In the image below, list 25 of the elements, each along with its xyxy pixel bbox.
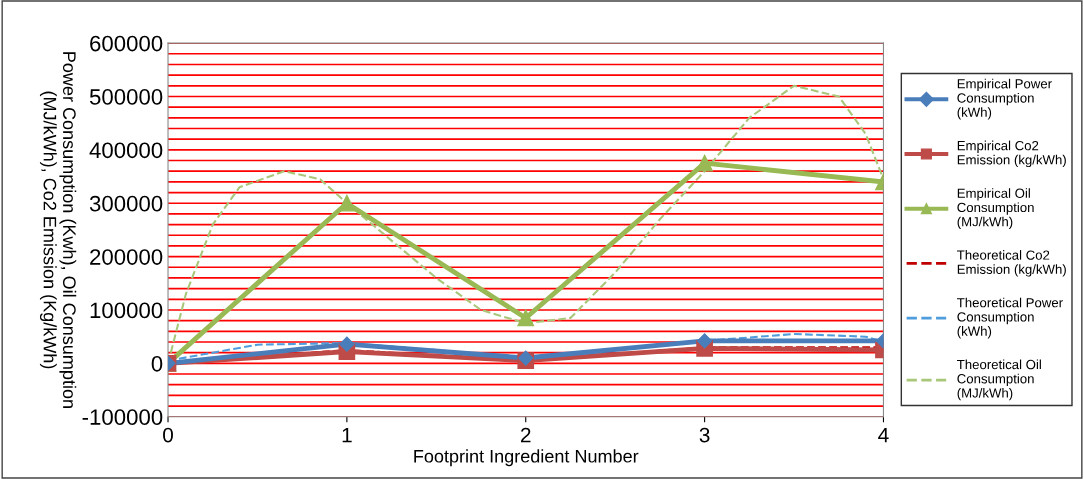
legend-label: Theoretical Oil Consumption (MJ/kWh) <box>957 359 1041 401</box>
x-tick-label: 2 <box>521 427 531 443</box>
point <box>696 154 713 172</box>
x-tick-label: 0 <box>163 427 173 443</box>
point <box>518 350 534 366</box>
x-tick-label: 1 <box>342 427 352 443</box>
y-tick-label: 600000 <box>90 35 163 52</box>
legend-label: Empirical Power Consumption (kWh) <box>957 78 1052 120</box>
y-tick-label: 500000 <box>89 89 163 105</box>
point <box>339 336 355 352</box>
x-axis-title: Footprint Ingredient Number <box>414 449 639 467</box>
point <box>517 309 535 327</box>
y-tick-label: 300000 <box>89 195 163 212</box>
y-tick-label: 0 <box>151 355 163 372</box>
y-tick-label: 200000 <box>90 249 163 265</box>
legend-label: Empirical Oil Consumption (MJ/kWh) <box>957 188 1034 229</box>
legend-label: Empirical Co2 Emission (kg/kWh) <box>957 140 1066 168</box>
legend-label: Theoretical Co2 Emission (kg/kWh) <box>957 250 1066 277</box>
y-axis-title: Power Consumption (Kwh), Oil Consumption (MJ/kWh), Co2 Emission (Kg/kWh) <box>39 52 77 408</box>
y-tick-label: -100000 <box>82 409 163 425</box>
legend-label: Theoretical Power Consumption (kWh) <box>957 297 1063 339</box>
y-tick-label: 100000 <box>90 302 163 319</box>
x-tick-label: 4 <box>878 427 889 443</box>
x-tick-label: 3 <box>699 427 710 443</box>
y-tick-label: 400000 <box>89 142 163 159</box>
